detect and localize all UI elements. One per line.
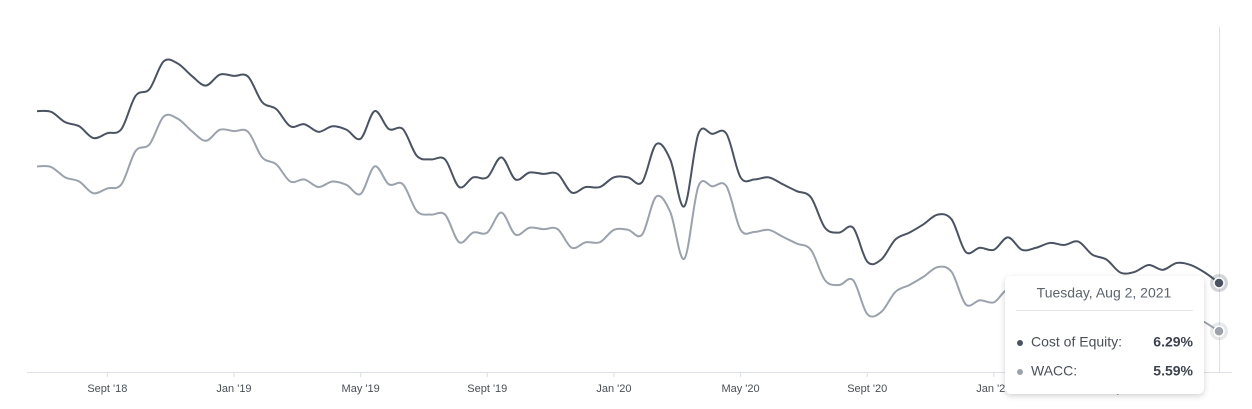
tooltip-box <box>1005 276 1204 394</box>
tooltip-label: WACC: <box>1031 363 1077 379</box>
tooltip-label: Cost of Equity: <box>1031 334 1122 350</box>
x-tick-label: May '20 <box>721 383 759 395</box>
tooltip-value: 5.59% <box>1153 363 1193 379</box>
hover-point <box>1213 277 1225 289</box>
line-series <box>36 58 1220 284</box>
x-tick-label: Sept '18 <box>87 383 127 395</box>
x-tick-label: Jan '20 <box>596 383 631 395</box>
tooltip-value: 6.29% <box>1153 334 1193 350</box>
x-tick-label: Sept '19 <box>467 383 507 395</box>
tooltip-dot <box>1017 369 1023 375</box>
x-tick-label: Sept '20 <box>847 383 887 395</box>
x-tick-label: Jan '21 <box>976 383 1011 395</box>
tooltip-title: Tuesday, Aug 2, 2021 <box>1037 285 1172 301</box>
hover-point <box>1213 325 1225 338</box>
tooltip-dot <box>1017 340 1023 346</box>
x-tick-label: Jan '19 <box>216 383 251 395</box>
x-tick-label: May '19 <box>342 383 380 395</box>
tooltip: Tuesday, Aug 2, 2021 Cost of Equity: 6.2… <box>1005 276 1204 394</box>
